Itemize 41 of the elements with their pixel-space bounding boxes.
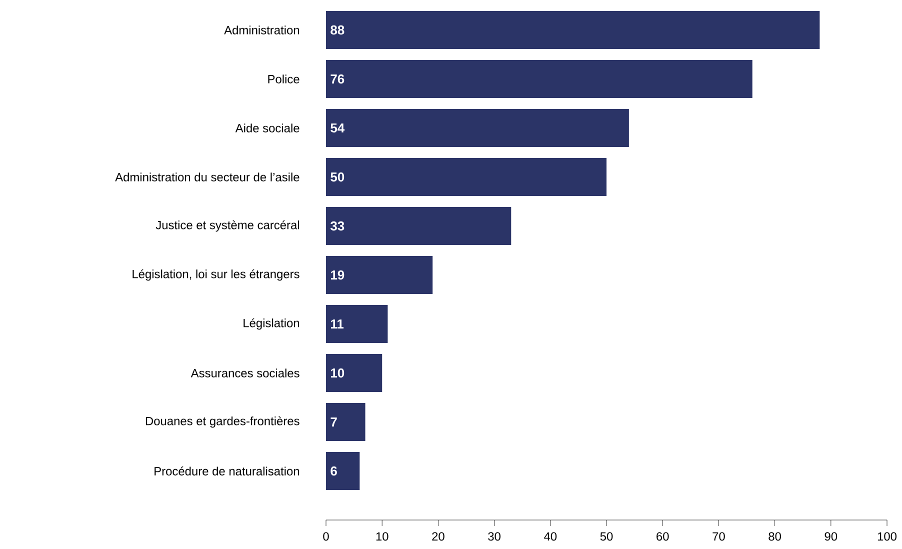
bar <box>326 158 607 196</box>
data-label: 11 <box>331 320 344 328</box>
x-tick-label: 0 <box>323 532 329 541</box>
x-tick-label: 10 <box>376 532 388 541</box>
y-tick-label: Police <box>268 74 300 84</box>
bar <box>326 207 512 246</box>
y-tick-label: Administration du secteur de l’asile <box>115 172 300 182</box>
data-label: 10 <box>331 368 344 378</box>
bar <box>326 11 820 49</box>
x-tick-label: 50 <box>600 532 613 541</box>
data-label: 19 <box>331 270 344 280</box>
y-tick-label: Aide sociale <box>235 124 300 132</box>
bar <box>326 403 366 442</box>
bar <box>326 452 360 490</box>
bar <box>326 109 629 148</box>
x-tick-label: 20 <box>432 532 444 541</box>
data-label: 76 <box>330 74 344 84</box>
x-tick-label: 80 <box>768 532 781 541</box>
y-tick-label: Administration <box>224 26 300 34</box>
bar <box>326 60 752 98</box>
x-tick-label: 70 <box>712 532 725 541</box>
bar <box>326 305 388 344</box>
bar <box>326 354 382 392</box>
x-tick-label: 90 <box>824 532 838 541</box>
x-tick-label: 30 <box>488 532 500 541</box>
x-tick-label: 60 <box>656 532 669 541</box>
data-label: 7 <box>330 418 337 426</box>
data-label: 54 <box>330 123 345 133</box>
data-label: 88 <box>330 25 344 35</box>
data-label: 50 <box>330 172 344 182</box>
data-label: 33 <box>330 221 344 231</box>
y-tick-label: Législation <box>244 318 300 330</box>
y-tick-label: Assurances sociales <box>190 368 300 378</box>
x-tick-label: 40 <box>544 532 557 541</box>
bar <box>326 256 433 294</box>
y-tick-label: Justice et système carcéral <box>156 220 300 232</box>
y-tick-label: Procédure de naturalisation <box>154 466 300 476</box>
y-tick-label: Douanes et gardes-frontières <box>146 416 300 428</box>
data-label: 6 <box>330 466 337 476</box>
x-tick-label: 100 <box>878 532 897 541</box>
y-tick-label: Législation, loi sur les étrangers <box>132 269 300 281</box>
